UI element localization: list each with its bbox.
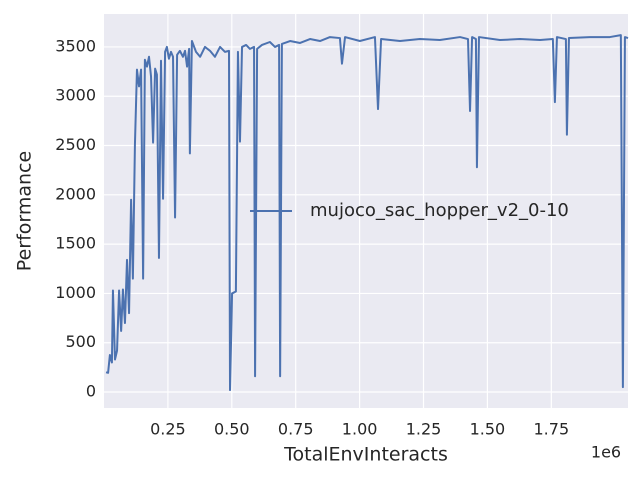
x-tick-label: 0.25 xyxy=(150,420,186,439)
x-tick-label: 1.75 xyxy=(534,420,570,439)
y-tick-label: 2000 xyxy=(55,184,96,203)
x-tick-label: 0.75 xyxy=(278,420,314,439)
y-tick-label: 3000 xyxy=(55,86,96,105)
x-tick-label: 1.00 xyxy=(342,420,378,439)
y-tick-label: 1000 xyxy=(55,283,96,302)
x-tick-label: 1.25 xyxy=(406,420,442,439)
data-line xyxy=(105,34,629,392)
y-axis-label: Performance xyxy=(14,151,36,271)
y-tick-label: 1500 xyxy=(55,234,96,253)
y-tick-label: 0 xyxy=(86,382,96,401)
legend-label: mujoco_sac_hopper_v2_0-10 xyxy=(310,200,569,221)
x-axis-label: TotalEnvInteracts xyxy=(283,444,448,466)
x-tick-label: 1.50 xyxy=(470,420,506,439)
x-offset-label: 1e6 xyxy=(591,443,621,462)
x-tick-label: 0.50 xyxy=(214,420,250,439)
y-tick-label: 500 xyxy=(65,332,96,351)
y-tick-label: 2500 xyxy=(55,135,96,154)
y-tick-label: 3500 xyxy=(55,36,96,55)
